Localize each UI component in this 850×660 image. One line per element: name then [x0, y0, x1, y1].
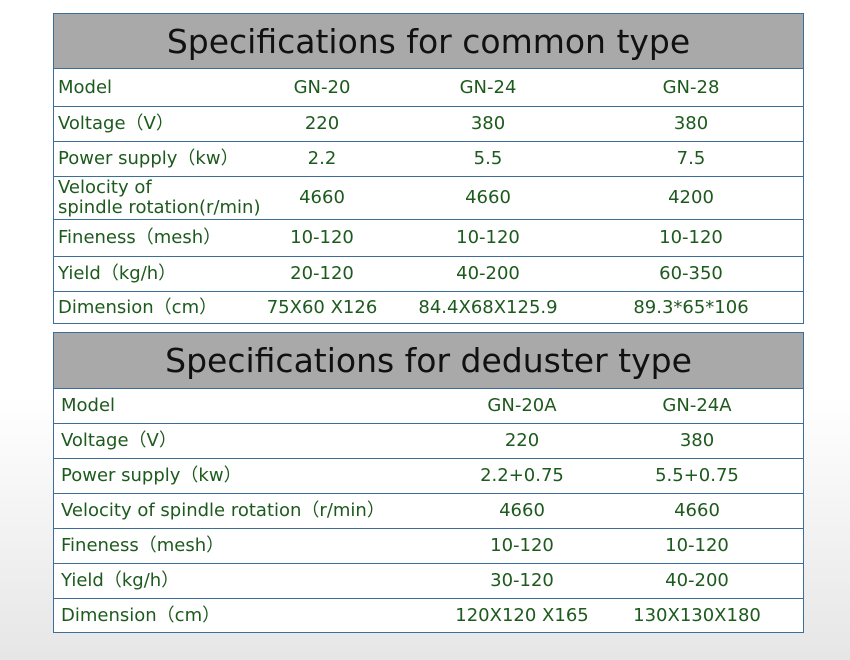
cell-value: 75X60 X126	[266, 297, 378, 318]
table-title: Specifications for deduster type	[54, 333, 803, 389]
cell-value: 4200	[668, 187, 714, 208]
cell-value: GN-20	[293, 76, 351, 98]
cell-value: 60-350	[659, 263, 723, 284]
cell-value: 10-120	[290, 227, 354, 248]
cell-value: 4660	[674, 500, 720, 521]
table-row: Power supply（kw） 2.2+0.75 5.5+0.75	[54, 459, 803, 494]
table-row: Model GN-20A GN-24A	[54, 389, 803, 424]
table-row: Dimension（cm） 120X120 X165 130X130X180	[54, 599, 803, 633]
table-row: Yield（kg/h） 20-120 40-200 60-350	[54, 257, 803, 292]
cell-value: 5.5+0.75	[655, 465, 739, 486]
cell-value: 84.4X68X125.9	[418, 297, 558, 318]
row-label: Dimension（cm）	[61, 605, 221, 626]
cell-value: 40-200	[665, 570, 729, 591]
cell-value: 4660	[499, 500, 545, 521]
cell-value: 4660	[465, 187, 511, 208]
row-label: Fineness（mesh）	[61, 535, 225, 556]
cell-value: 5.5	[473, 148, 503, 169]
cell-value: 10-120	[659, 227, 723, 248]
row-label: Yield（kg/h）	[61, 570, 180, 591]
cell-value: 30-120	[490, 570, 554, 591]
spec-table: Specifications for common type Model GN-20…	[53, 13, 804, 324]
cell-value: 220	[504, 430, 540, 451]
cell-value: 4660	[299, 187, 345, 208]
cell-value: GN-28	[662, 76, 720, 98]
table-row: Yield（kg/h） 30-120 40-200	[54, 564, 803, 599]
cell-value: 10-120	[456, 227, 520, 248]
table-row: Velocity of spindle rotation（r/min） 4660 4…	[54, 494, 803, 529]
cell-value: GN-24A	[662, 395, 732, 416]
cell-value: 380	[470, 113, 506, 134]
row-label: Power supply（kw）	[58, 148, 239, 169]
cell-value: 2.2+0.75	[480, 465, 564, 486]
spec-table: Specifications for deduster type Model GN-…	[53, 332, 804, 633]
cell-value: 130X130X180	[633, 605, 761, 626]
cell-value: 120X120 X165	[455, 605, 589, 626]
cell-value: 380	[679, 430, 715, 451]
cell-value: 40-200	[456, 263, 520, 284]
table-row: Velocity of spindle rotation(r/min) 4660 4…	[54, 177, 803, 220]
table-row: Model GN-20 GN-24 GN-28	[54, 69, 803, 107]
table-row: Voltage（V） 220 380 380	[54, 107, 803, 142]
row-label: Velocity of spindle rotation（r/min）	[61, 500, 385, 521]
row-label: Yield（kg/h）	[58, 263, 177, 284]
cell-value: 20-120	[290, 263, 354, 284]
row-label: Voltage（V）	[61, 430, 177, 451]
cell-value: 2.2	[307, 148, 337, 169]
table-row: Fineness（mesh） 10-120 10-120	[54, 529, 803, 564]
table-row: Power supply（kw） 2.2 5.5 7.5	[54, 142, 803, 177]
row-label: Model	[58, 76, 113, 98]
cell-value: 380	[673, 113, 709, 134]
cell-value: 89.3*65*106	[633, 297, 749, 318]
cell-value: 220	[304, 113, 340, 134]
cell-value: GN-20A	[487, 395, 557, 416]
row-label: Voltage（V）	[58, 113, 174, 134]
cell-value: 10-120	[490, 535, 554, 556]
cell-value: GN-24	[459, 76, 517, 98]
table-row: Voltage（V） 220 380	[54, 424, 803, 459]
table-title: Specifications for common type	[54, 14, 803, 69]
cell-value: 10-120	[665, 535, 729, 556]
row-label: Fineness（mesh）	[58, 227, 222, 248]
row-label: Dimension（cm）	[58, 297, 218, 318]
row-label: Model	[61, 395, 116, 416]
table-row: Dimension（cm） 75X60 X126 84.4X68X125.9 89.3…	[54, 292, 803, 324]
row-label: Velocity of spindle rotation(r/min)	[58, 177, 261, 218]
row-label: Power supply（kw）	[61, 465, 242, 486]
cell-value: 7.5	[676, 148, 706, 169]
table-row: Fineness（mesh） 10-120 10-120 10-120	[54, 220, 803, 257]
